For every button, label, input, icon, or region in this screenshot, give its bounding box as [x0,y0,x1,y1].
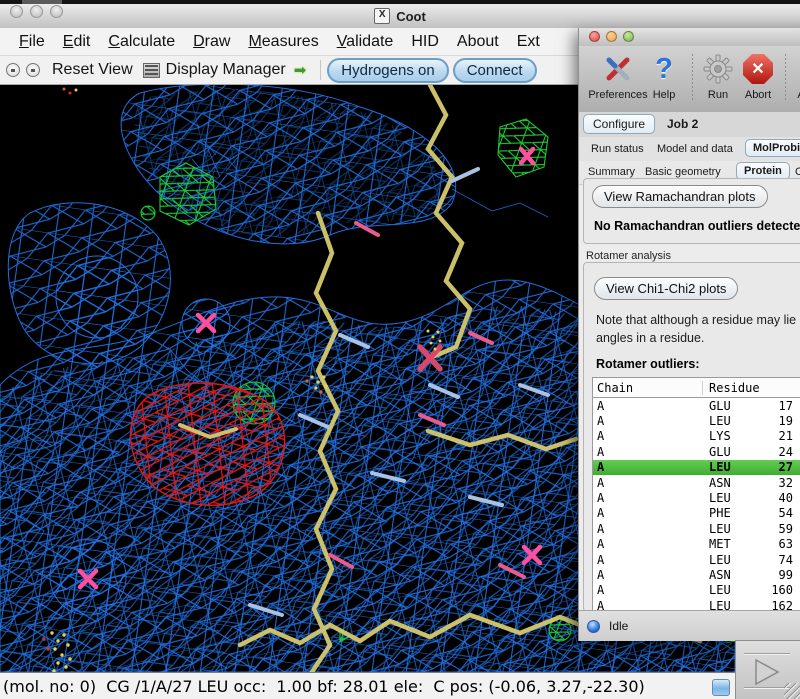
table-row[interactable]: A GLU 17 [597,398,793,413]
connect-button[interactable]: Connect [452,57,537,83]
display-manager-icon[interactable] [142,62,160,78]
water-crosses-pink [77,146,543,590]
tab-basic-geometry[interactable]: Basic geometry [645,166,721,178]
play-triangle-icon[interactable] [752,658,782,686]
tab-run-status[interactable]: Run status [591,143,644,155]
rotamer-table: Chain Residue A GLU 17 A LEU 19 A LYS 21 A GLU 24 A L… [592,377,800,622]
table-row[interactable]: A ASN 32 [597,475,793,490]
dialog-close-button[interactable] [589,31,600,42]
menu-validate[interactable]: Validate [336,32,394,50]
tab-molprobity[interactable]: MolProbity [745,139,800,157]
undo-icon[interactable] [6,63,20,77]
view-chi-plots-button[interactable]: View Chi1-Chi2 plots [594,277,739,300]
menu-draw[interactable]: Draw [193,32,231,50]
table-row[interactable]: A GLU 24 [597,444,793,459]
tab-job2[interactable]: Job 2 [667,117,699,131]
table-row[interactable]: A PHE 54 [597,506,793,521]
rotamer-frame: View Chi1-Chi2 plots Note that although … [583,262,800,622]
run-gear-icon[interactable] [701,52,735,86]
table-row[interactable]: A LYS 21 [597,429,793,444]
zoom-button[interactable] [50,5,63,18]
table-row[interactable]: A LEU 59 [597,521,793,536]
abort-button[interactable]: Abort [744,89,772,101]
reset-view-button[interactable]: Reset View [52,61,133,78]
validation-dialog: Preferences ? Help [578,28,800,641]
tab-clipped[interactable]: Cl [795,166,800,178]
menu-calculate[interactable]: Calculate [108,32,176,50]
status-led-icon [587,619,600,633]
table-row[interactable]: A LEU 162 [597,598,793,613]
redo-icon[interactable] [26,63,40,77]
abort-icon[interactable]: ✕ [741,52,775,86]
dialog-zoom-button[interactable] [623,31,634,42]
preferences-icon[interactable] [601,52,635,86]
mini-panel-groove-top [744,653,790,654]
help-icon[interactable]: ? [655,52,673,85]
clipped-toolbar-button[interactable]: A [797,89,800,101]
menu-edit[interactable]: Edit [62,32,91,50]
dialog-toolbar-separator [692,54,693,102]
menu-about[interactable]: About [456,32,499,50]
water-cross-crimson [417,344,443,372]
green-arrow-icon[interactable]: ➡ [293,62,307,79]
rotamer-table-body: A GLU 17 A LEU 19 A LYS 21 A GLU 24 A LEU 27 A ASN 32 A LEU… [593,398,800,620]
resize-grip[interactable] [784,683,800,699]
table-row[interactable]: A LEU 160 [597,583,793,598]
tab-configure[interactable]: Configure [583,114,656,134]
ramachandran-message: No Ramachandran outliers detected [594,219,800,233]
rotamer-frame-label: Rotamer analysis [586,250,671,262]
dialog-toolbar: Preferences ? Help [579,46,800,113]
dialog-status-text: Idle [609,619,629,633]
column-header-residue[interactable]: Residue [709,380,760,395]
background-window-strip [0,0,800,4]
mini-panel-groove-bottom [744,687,790,688]
table-row[interactable]: A LEU 27 [593,459,800,475]
view-ramachandran-button[interactable]: View Ramachandran plots [592,185,768,208]
dialog-tabs-report: Run status Model and data MolProbity [579,137,800,161]
tab-model-and-data[interactable]: Model and data [657,143,733,155]
toolbar-separator [320,60,322,80]
help-button[interactable]: Help [652,89,676,101]
table-row[interactable]: A MET 63 [597,537,793,552]
rotamer-outliers-label: Rotamer outliers: [596,357,700,371]
model-sticks-pink [328,221,526,579]
density-graphics [0,82,736,679]
background-window-tab [22,0,62,4]
menu-file[interactable]: File [19,32,45,50]
table-row[interactable]: A ASN 99 [597,567,793,582]
close-button[interactable] [10,5,23,18]
column-header-chain[interactable]: Chain [593,380,703,395]
table-row[interactable]: A LEU 40 [597,491,793,506]
dialog-minimize-button[interactable] [606,31,617,42]
run-button[interactable]: Run [707,89,729,101]
preferences-button[interactable]: Preferences [588,89,648,101]
window-title-group: X Coot [0,4,800,28]
dialog-tabs-main: Configure Job 2 [579,112,800,138]
window-title: Coot [396,8,426,24]
model-sticks-yellow [178,82,703,675]
density-mesh-red [129,382,286,506]
dialog-status-row: Idle [579,610,800,641]
display-manager-button[interactable]: Display Manager [165,61,286,78]
model-sticks-steel [248,167,550,617]
menu-hid[interactable]: HID [411,32,439,50]
atom-status-text: (mol. no: 0) CG /1/A/27 LEU occ: 1.00 bf… [3,677,645,696]
table-row[interactable]: A LEU 74 [597,552,793,567]
menu-measures[interactable]: Measures [248,32,319,50]
minimize-button[interactable] [30,5,43,18]
main-statusbar: (mol. no: 0) CG /1/A/27 LEU occ: 1.00 bf… [0,672,800,699]
table-row[interactable]: A LEU 19 [597,414,793,429]
tab-summary[interactable]: Summary [588,166,636,178]
rotamer-note-line1: Note that although a residue may lie [596,313,797,327]
blue-indicator[interactable] [712,679,730,696]
x11-icon: X [374,8,391,24]
ramachandran-frame: View Ramachandran plots No Ramachandran … [583,178,800,244]
hydrogens-toggle-button[interactable]: Hydrogens on [327,57,449,83]
rotamer-note-line2: angles in a residue. [596,331,705,345]
menu-extensions[interactable]: Ext [516,32,540,50]
dialog-toolbar-separator-2 [785,54,786,102]
mini-panel [735,640,800,699]
rotamer-table-header[interactable]: Chain Residue [593,378,800,398]
